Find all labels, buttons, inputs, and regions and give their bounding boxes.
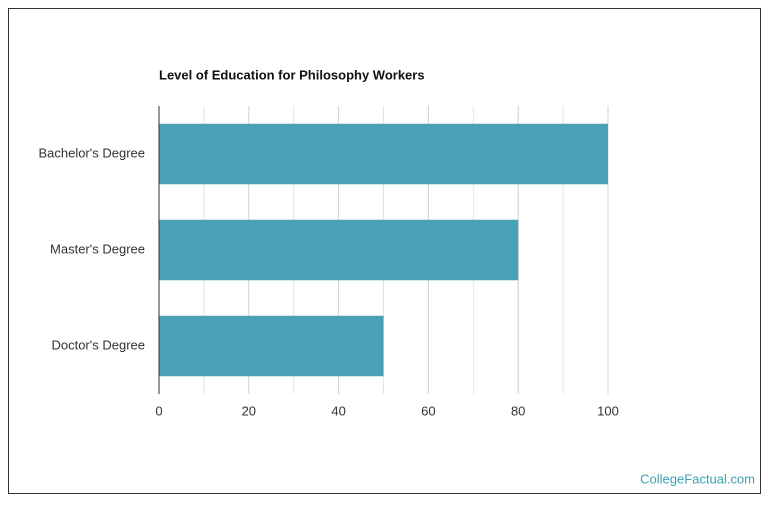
y-tick-label: Master's Degree — [50, 241, 145, 256]
bar — [159, 123, 608, 185]
x-tick-label: 40 — [331, 403, 345, 418]
source[interactable]: CollegeFactual.com — [640, 471, 755, 486]
x-tick-label: 20 — [242, 403, 256, 418]
y-tick-label: Bachelor's Degree — [38, 145, 145, 160]
x-tick-label: 80 — [511, 403, 525, 418]
x-tick-label: 0 — [155, 403, 162, 418]
x-tick-label: 60 — [421, 403, 435, 418]
bar — [159, 219, 519, 281]
y-tick-label: Doctor's Degree — [51, 337, 145, 352]
frame — [8, 8, 761, 494]
x-tick-label: 100 — [597, 403, 619, 418]
chart-title: Level of Education for Philosophy Worker… — [159, 67, 425, 82]
bar — [159, 315, 384, 377]
